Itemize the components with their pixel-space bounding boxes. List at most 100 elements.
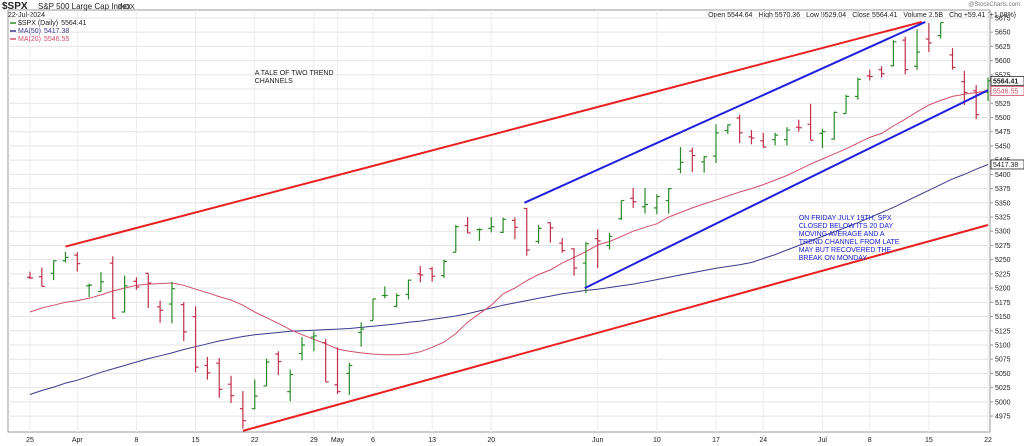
y-tick-label: 5675 <box>995 15 1011 22</box>
y-tick-label: 5325 <box>995 215 1011 222</box>
price-bar <box>618 199 625 220</box>
price-bar <box>878 66 885 78</box>
y-tick-label: 5600 <box>995 58 1011 65</box>
price-bar <box>630 188 637 208</box>
y-tick-label: 5500 <box>995 115 1011 122</box>
y-tick-label: 5175 <box>995 300 1011 307</box>
price-bar <box>299 337 306 361</box>
y-tick-label: 5075 <box>995 357 1011 364</box>
price-bar <box>263 358 270 387</box>
last-value-label: 5417.38 <box>993 162 1018 169</box>
price-bar <box>275 351 282 376</box>
x-tick-label: 8 <box>868 437 872 444</box>
price-bar <box>50 260 57 281</box>
price-bar <box>902 36 909 75</box>
legend-name: MA(20) <box>18 36 41 43</box>
y-tick-label: 5100 <box>995 342 1011 349</box>
x-tick-label: 20 <box>487 437 495 444</box>
price-bar <box>665 187 672 214</box>
annotation-line: TREND CHANNEL FROM LATE <box>799 239 900 246</box>
price-bar <box>831 111 838 140</box>
legend-value: 5546.55 <box>44 36 69 43</box>
price-bar <box>535 224 542 244</box>
price-bar <box>523 207 530 256</box>
price-bar <box>287 369 294 402</box>
price-bar <box>38 267 45 288</box>
x-tick-label: 10 <box>653 437 661 444</box>
x-tick-label: 29 <box>310 437 318 444</box>
y-tick-label: 5475 <box>995 129 1011 136</box>
price-bar <box>500 217 507 233</box>
y-tick-label: 5125 <box>995 328 1011 335</box>
y-tick-label: 5200 <box>995 286 1011 293</box>
price-bar <box>464 217 471 234</box>
price-bar <box>973 85 980 120</box>
price-bar <box>157 300 164 323</box>
y-tick-label: 5050 <box>995 371 1011 378</box>
watermark: @StockCharts.com <box>968 2 1020 8</box>
price-bar <box>251 379 258 410</box>
x-tick-label: 24 <box>759 437 767 444</box>
legend-value: 5417.38 <box>44 28 69 35</box>
price-bar <box>62 251 69 263</box>
price-bar <box>192 306 199 373</box>
annotation-line: CHANNELS <box>255 78 293 85</box>
y-tick-label: 5225 <box>995 271 1011 278</box>
quote: Open 5544.64 High 5570.36 Low 5529.04 Close… <box>708 12 1016 19</box>
price-bar <box>228 375 235 403</box>
price-bar <box>854 77 861 100</box>
price-bar <box>677 147 684 174</box>
price-bar <box>381 286 388 299</box>
price-bar <box>795 119 802 132</box>
price-bar <box>914 29 921 70</box>
annotation: A TALE OF TWO TREND CHANNELS <box>255 70 334 85</box>
legend-value: 5564.41 <box>61 20 86 27</box>
price-bar <box>547 222 554 243</box>
quote-item: Volume 2.5B <box>903 12 943 19</box>
price-bar <box>606 232 613 250</box>
price-bar <box>712 124 719 163</box>
x-tick-label: 22 <box>984 437 992 444</box>
price-bar <box>239 391 246 429</box>
annotation-line: MAY BUT RECOVERED THE <box>799 247 892 254</box>
price-bar <box>571 248 578 276</box>
price-bar <box>168 281 175 324</box>
quote-item: Chg +59.41 (+1.08%) <box>949 12 1016 19</box>
price-bar <box>783 127 790 146</box>
moving-average <box>29 164 989 395</box>
moving-average <box>29 90 989 356</box>
price-bar <box>133 277 140 290</box>
y-tick-label: 5300 <box>995 229 1011 236</box>
quote-item: High 5570.36 <box>758 12 800 19</box>
last-value-box <box>990 159 1024 170</box>
y-tick-label: 5575 <box>995 72 1011 79</box>
price-bar <box>653 194 660 215</box>
legend-entry: MA(20) 5546.55 <box>18 36 69 43</box>
exchange: INDX <box>118 4 135 11</box>
x-tick-label: 15 <box>192 437 200 444</box>
x-tick-label: Jun <box>592 437 603 444</box>
last-value-box <box>990 86 1024 96</box>
price-bar <box>937 21 944 39</box>
price-bar <box>582 242 589 294</box>
annotation-line: BREAK ON MONDAY <box>799 255 868 262</box>
trend-line <box>584 89 989 290</box>
price-bar <box>452 224 459 253</box>
quote-item: Low 5529.04 <box>806 12 846 19</box>
price-bar <box>772 132 779 146</box>
y-tick-label: 4975 <box>995 414 1011 421</box>
price-bar <box>86 283 93 298</box>
y-tick-label: 5250 <box>995 257 1011 264</box>
y-tick-label: 5350 <box>995 200 1011 207</box>
price-bar <box>559 238 566 253</box>
y-tick-label: 5625 <box>995 44 1011 51</box>
price-bar <box>369 298 376 322</box>
x-tick-label: 15 <box>925 437 933 444</box>
plot-frame <box>7 9 991 433</box>
annotation-line: A TALE OF TWO TREND <box>255 70 334 77</box>
price-bar <box>358 322 365 347</box>
y-tick-label: 5450 <box>995 143 1011 150</box>
price-bar <box>27 271 33 280</box>
annotation-line: CLOSED BELOW ITS 20 DAY <box>799 223 894 230</box>
